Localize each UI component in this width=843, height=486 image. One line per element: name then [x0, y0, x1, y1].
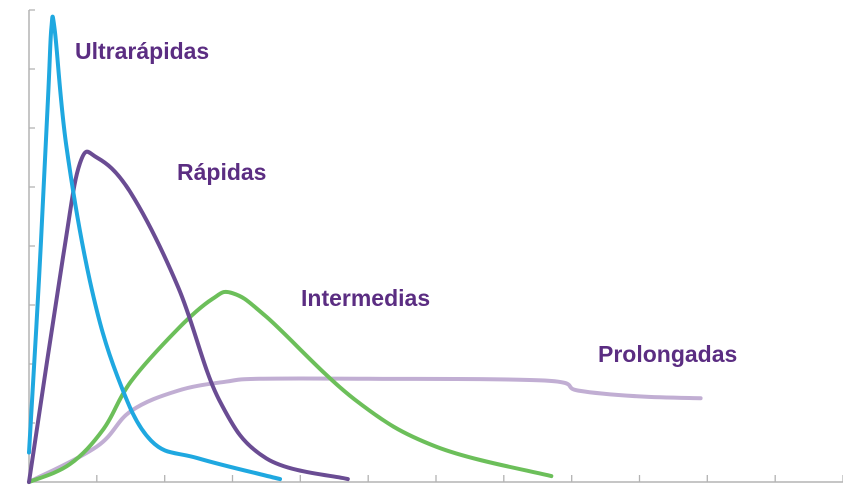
series-label-intermedias: Intermedias	[301, 285, 430, 311]
axes	[28, 9, 843, 483]
series-lines	[27, 14, 703, 484]
x-axis-ticks	[96, 475, 843, 482]
series-line-rapidas	[27, 149, 350, 484]
series-line-prolongadas	[27, 376, 703, 484]
series-line-intermedias	[27, 289, 554, 484]
series-label-rapidas: Rápidas	[177, 159, 266, 185]
series-label-ultrarapidas: Ultrarápidas	[75, 38, 209, 64]
series-label-prolongadas: Prolongadas	[598, 341, 737, 367]
series-labels: Ultrarápidas Rápidas Intermedias Prolong…	[75, 38, 737, 367]
series-line-ultrarapidas	[27, 14, 282, 482]
